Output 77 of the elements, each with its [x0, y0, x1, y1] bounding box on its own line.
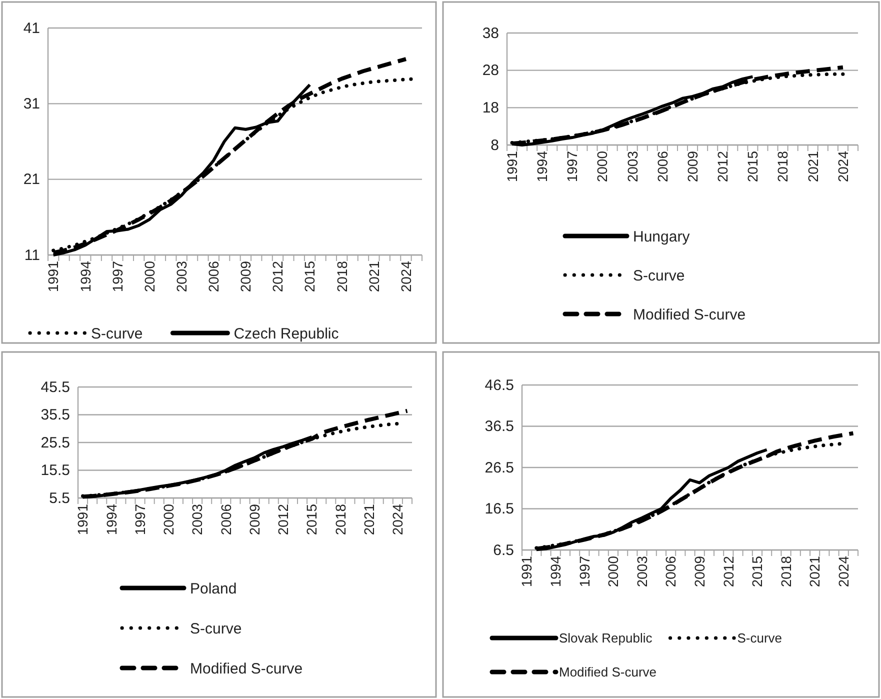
x-tick-label: 2012 [720, 556, 736, 588]
x-tick-label: 2015 [744, 150, 761, 182]
x-tick-label: 2012 [270, 260, 286, 292]
legend-label: Slovak Republic [559, 630, 653, 646]
x-tick-label: 2006 [662, 556, 679, 588]
y-tick-label: 26.5 [484, 459, 514, 476]
x-tick-label: 2009 [246, 504, 262, 536]
y-tick-label: 15.5 [40, 462, 70, 480]
y-tick-label: 45.5 [40, 378, 70, 396]
legend-label: S-curve [633, 267, 685, 284]
x-tick-label: 2018 [332, 504, 348, 536]
legend-label: Modified S-curve [559, 664, 657, 680]
x-tick-label: 2015 [302, 260, 318, 292]
x-tick-label: 2000 [160, 504, 177, 536]
y-tick-label: 41 [23, 20, 40, 37]
x-tick-label: 2012 [275, 504, 292, 536]
y-tick-label: 25.5 [40, 434, 70, 452]
x-tick-label: 2024 [836, 556, 852, 588]
x-tick-label: 1997 [564, 150, 580, 182]
x-tick-label: 2003 [624, 150, 640, 182]
y-tick-label: 8 [490, 136, 499, 154]
legend-label: Modified S-curve [633, 306, 746, 324]
y-tick-label: 11 [24, 246, 40, 264]
x-tick-label: 1994 [103, 504, 120, 536]
y-tick-label: 35.5 [40, 406, 70, 424]
y-tick-label: 5.5 [49, 490, 70, 507]
x-tick-label: 1994 [534, 150, 550, 182]
x-tick-label: 1991 [45, 260, 62, 292]
x-tick-label: 2024 [390, 504, 406, 536]
x-tick-label: 2003 [173, 260, 190, 292]
x-tick-label: 1994 [548, 556, 564, 588]
x-tick-label: 1991 [74, 504, 91, 536]
x-tick-label: 2003 [634, 556, 650, 588]
x-tick-label: 2009 [692, 556, 708, 588]
x-tick-label: 2024 [398, 260, 414, 292]
x-tick-label: 2021 [804, 150, 821, 182]
legend-label: Modified S-curve [190, 660, 303, 678]
y-tick-label: 31 [23, 95, 40, 112]
y-tick-label: 36.5 [484, 418, 514, 436]
x-tick-label: 2021 [360, 504, 377, 536]
y-tick-label: 16.5 [484, 500, 514, 518]
x-tick-label: 1991 [504, 150, 520, 182]
x-tick-label: 2021 [806, 556, 823, 588]
x-tick-label: 2006 [654, 150, 670, 182]
x-tick-label: 2024 [834, 150, 851, 182]
y-tick-label: 6.5 [493, 542, 514, 559]
legend-label: S-curve [190, 620, 242, 638]
legend-label: Hungary [633, 228, 690, 246]
x-tick-label: 2000 [141, 260, 158, 292]
x-tick-label: 1997 [576, 556, 592, 588]
x-tick-label: 2000 [594, 150, 610, 182]
x-tick-label: 2006 [206, 260, 222, 292]
x-tick-label: 2009 [238, 260, 254, 292]
x-tick-label: 2000 [605, 556, 622, 588]
legend-label: Czech Republic [234, 325, 340, 342]
x-tick-label: 2018 [778, 556, 794, 588]
x-tick-label: 2015 [749, 556, 766, 588]
x-tick-label: 2015 [304, 504, 320, 536]
x-tick-label: 1997 [132, 504, 148, 536]
x-tick-label: 1997 [109, 260, 126, 292]
x-tick-label: 2021 [366, 260, 382, 292]
y-tick-label: 46.5 [484, 376, 514, 394]
y-tick-label: 38 [482, 24, 499, 42]
x-tick-label: 2012 [714, 150, 731, 182]
x-tick-label: 2018 [334, 260, 350, 292]
legend-label: Poland [190, 580, 237, 598]
y-tick-label: 21 [23, 171, 40, 188]
y-tick-label: 18 [482, 99, 499, 116]
y-tick-label: 28 [482, 62, 499, 80]
legend-label: S-curve [737, 630, 782, 646]
x-tick-label: 2018 [774, 150, 791, 182]
x-tick-label: 2009 [684, 150, 700, 182]
legend-label: S-curve [91, 325, 143, 342]
x-tick-label: 1991 [518, 556, 535, 588]
x-tick-label: 2003 [189, 504, 206, 536]
x-tick-label: 1994 [77, 260, 94, 292]
x-tick-label: 2006 [218, 504, 234, 536]
